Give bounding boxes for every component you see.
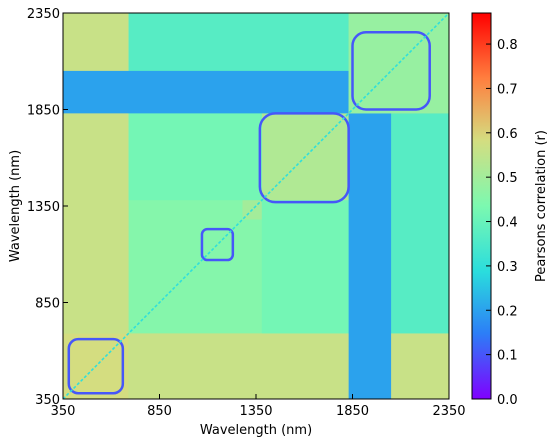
- y-axis-ticks: 350 850 1350 1850 2350: [27, 7, 68, 408]
- heatmap-region-5: [261, 200, 349, 334]
- heatmap-cells: [63, 13, 449, 399]
- colorbar-tick-label: 0.0: [497, 393, 518, 408]
- y-tick-label: 1350: [27, 200, 60, 215]
- colorbar-tick-label: 0.7: [497, 82, 518, 97]
- colorbar-tick-label: 0.5: [497, 171, 518, 186]
- diagonal: [63, 13, 449, 399]
- colorbar-gradient: [471, 12, 492, 400]
- x-axis-ticks: 350 850 1350 1850 2350: [51, 394, 466, 419]
- colorbar-tick-label: 0.2: [497, 304, 518, 319]
- colorbar-tick-label: 0.8: [497, 38, 518, 53]
- low-correlation-contour-2: [200, 227, 235, 262]
- y-axis-label: Wavelength (nm): [8, 150, 23, 262]
- colorbar-tick-label: 0.6: [497, 127, 518, 142]
- colorbar-label: Pearsons correlation (r): [534, 130, 549, 282]
- y-tick-label: 2350: [27, 7, 60, 22]
- x-tick-label: 2350: [432, 404, 465, 419]
- low-correlation-contour-1: [258, 112, 350, 204]
- x-tick-label: 1850: [336, 404, 369, 419]
- colorbar-tick-label: 0.3: [497, 260, 518, 275]
- heatmap-region-mirror-5: [128, 113, 262, 201]
- heatmap-region-1: [63, 13, 129, 334]
- y-tick-label: 1850: [27, 104, 60, 119]
- x-axis-label: Wavelength (nm): [200, 423, 312, 438]
- heatmap-region-mirror-1: [128, 333, 449, 399]
- low-correlation-contour-0: [67, 337, 125, 395]
- x-tick-label: 1350: [239, 404, 272, 419]
- colorbar-tick-label: 0.1: [497, 349, 518, 364]
- y-tick-label: 350: [35, 393, 60, 408]
- colorbar-ticks: 0.0 0.1 0.2 0.3 0.4 0.5 0.6 0.7 0.8: [486, 38, 518, 408]
- x-tick-label: 350: [51, 404, 76, 419]
- heatmap-plot-area: [62, 12, 450, 400]
- y-tick-label: 850: [35, 297, 60, 312]
- colorbar-tick-label: 0.4: [497, 216, 518, 231]
- colorbar: 0.0 0.1 0.2 0.3 0.4 0.5 0.6 0.7 0.8 Pearsons cor…: [471, 12, 549, 408]
- x-tick-label: 850: [147, 404, 172, 419]
- low-correlation-contour-3: [351, 31, 431, 111]
